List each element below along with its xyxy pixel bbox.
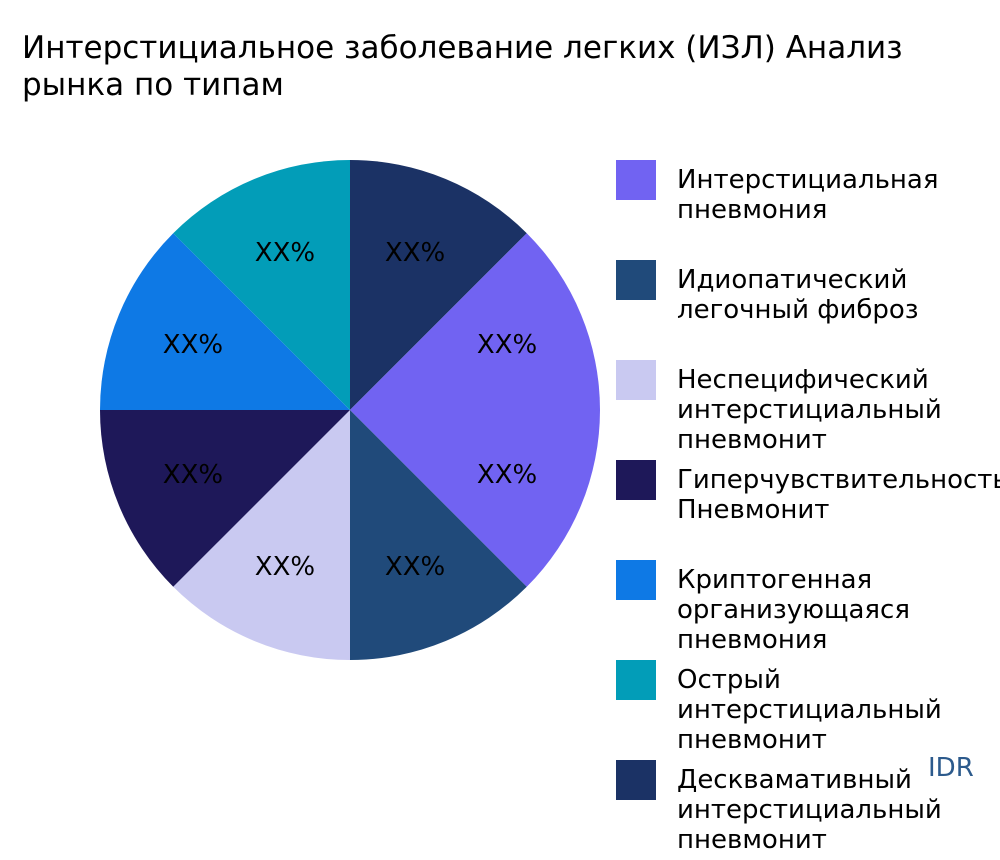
slice-percent-label: XX%: [255, 238, 315, 268]
legend-item: Интерстициальная пневмония: [616, 160, 1000, 260]
legend-swatch: [616, 160, 656, 200]
pie-slice: [350, 233, 600, 587]
legend-label: Неспецифический интерстициальный пневмон…: [677, 365, 942, 455]
slice-percent-label: XX%: [163, 460, 223, 490]
legend-item: Криптогенная организующаяся пневмония: [616, 560, 1000, 660]
pie-slice: [173, 410, 350, 660]
pie-chart: XX% XX% XX% XX% XX% XX% XX% XX%: [100, 160, 600, 660]
pie-slice: [100, 233, 350, 410]
legend-label: Идиопатический легочный фиброз: [677, 265, 919, 325]
legend-swatch: [616, 560, 656, 600]
slice-percent-label: XX%: [255, 552, 315, 582]
chart-title: Интерстициальное заболевание легких (ИЗЛ…: [22, 30, 903, 103]
slice-percent-label: XX%: [385, 552, 445, 582]
pie-slice: [173, 160, 350, 410]
legend-swatch: [616, 260, 656, 300]
legend-item: Неспецифический интерстициальный пневмон…: [616, 360, 1000, 460]
slice-percent-label: XX%: [385, 238, 445, 268]
slice-percent-label: XX%: [477, 330, 537, 360]
legend-label: Криптогенная организующаяся пневмония: [677, 565, 910, 655]
legend-label: Острый интерстициальный пневмонит: [677, 665, 942, 755]
legend-item: Гиперчувствительность Пневмонит: [616, 460, 1000, 560]
pie-slice: [100, 410, 350, 587]
legend-item: Острый интерстициальный пневмонит: [616, 660, 1000, 760]
pie-slice: [350, 410, 527, 660]
legend-swatch: [616, 460, 656, 500]
legend-swatch: [616, 360, 656, 400]
legend-item: Идиопатический легочный фиброз: [616, 260, 1000, 360]
legend-swatch: [616, 660, 656, 700]
pie-slice: [350, 160, 527, 410]
legend-label: Интерстициальная пневмония: [677, 165, 939, 225]
idr-watermark: IDR: [928, 753, 974, 783]
legend-label: Гиперчувствительность Пневмонит: [677, 465, 1000, 525]
slice-percent-label: XX%: [477, 460, 537, 490]
legend-swatch: [616, 760, 656, 800]
slice-percent-label: XX%: [163, 330, 223, 360]
